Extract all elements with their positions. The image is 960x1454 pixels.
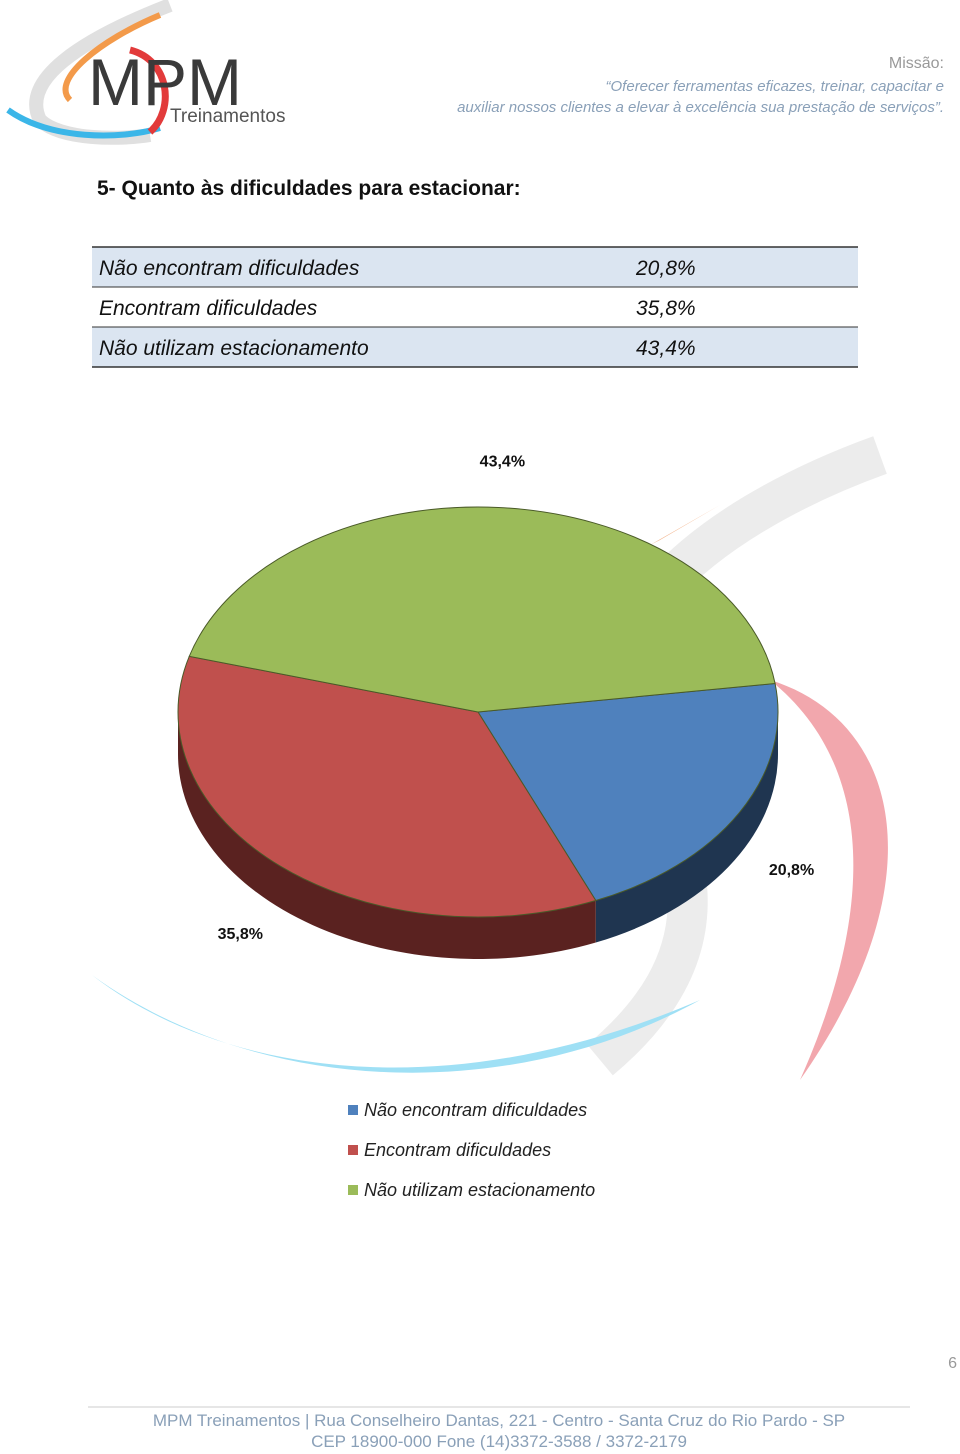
logo-title: MPM xyxy=(88,45,242,119)
page-number: 6 xyxy=(948,1355,957,1372)
logo-arc xyxy=(62,12,162,103)
footer-line: CEP 18900-000 Fone (14)3372-3588 / 3372-… xyxy=(311,1432,687,1451)
decor-swoosh xyxy=(650,505,720,545)
table-cell: Encontram dificuldades xyxy=(99,297,318,320)
legend-label: Não utilizam estacionamento xyxy=(364,1180,595,1200)
data-label: 20,8% xyxy=(769,862,814,879)
legend-label: Não encontram dificuldades xyxy=(364,1100,587,1120)
pie-chart: 20,8% 35,8% 43,4% Não encontram dificuldade… xyxy=(177,454,814,1200)
table-row xyxy=(92,287,858,327)
slice-side xyxy=(177,712,596,960)
slice xyxy=(477,682,779,902)
legend-label: Encontram dificuldades xyxy=(364,1140,551,1160)
legend-swatch xyxy=(348,1145,358,1155)
slice xyxy=(177,655,597,918)
data-label: 43,4% xyxy=(480,454,525,471)
mission-label: Missão: xyxy=(889,55,944,72)
table-row xyxy=(92,247,858,287)
legend-swatch xyxy=(348,1185,358,1195)
data-label: 35,8% xyxy=(218,926,263,943)
legend-swatch xyxy=(348,1105,358,1115)
logo-subtitle: Treinamentos xyxy=(170,106,285,127)
table-row xyxy=(92,327,858,367)
logo-arc xyxy=(128,46,169,135)
slice-side xyxy=(595,712,779,943)
footer-line: MPM Treinamentos | Rua Conselheiro Danta… xyxy=(153,1411,845,1430)
logo-arc xyxy=(6,107,161,139)
table-cell: Não encontram dificuldades xyxy=(99,257,360,280)
decor-swoosh xyxy=(770,680,888,1080)
table-cell: 20,8% xyxy=(635,257,696,280)
section-title: 5- Quanto às dificuldades para estaciona… xyxy=(97,177,521,200)
table-cell: 35,8% xyxy=(636,297,696,320)
mission-line: auxiliar nossos clientes a elevar à exce… xyxy=(457,99,944,116)
table: Não encontram dificuldades 20,8% Encontram… xyxy=(92,246,858,368)
slice xyxy=(188,506,776,713)
table-cell: 43,4% xyxy=(636,337,696,360)
mission-line: “Oferecer ferramentas eficazes, treinar,… xyxy=(606,78,944,95)
table-cell: Não utilizam estacionamento xyxy=(99,337,369,360)
